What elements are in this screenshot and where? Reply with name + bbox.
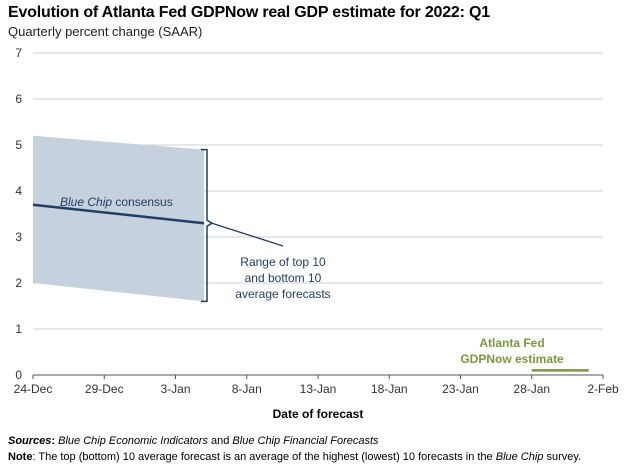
x-tick-label: 29-Dec bbox=[85, 382, 124, 396]
chart-title: Evolution of Atlanta Fed GDPNow real GDP… bbox=[8, 4, 490, 21]
y-tick-label: 0 bbox=[15, 368, 22, 382]
y-tick-label: 2 bbox=[15, 276, 22, 290]
y-tick-label: 1 bbox=[15, 322, 22, 336]
chart-subtitle: Quarterly percent change (SAAR) bbox=[8, 24, 203, 39]
chart-plot: 0 1 2 3 4 5 6 7 24-Dec 29-Dec 3-Jan 8-Jan 13-Jan 18-J… bbox=[14, 46, 619, 421]
consensus-annotation: Blue Chip consensus bbox=[60, 195, 173, 209]
range-leader-line bbox=[211, 222, 284, 247]
sources-text-1: Blue Chip Economic Indicators bbox=[58, 435, 208, 447]
x-axis-label: Date of forecast bbox=[273, 407, 364, 421]
x-tick-label: 23-Jan bbox=[442, 382, 479, 396]
x-tick-label: 28-Jan bbox=[513, 382, 550, 396]
sources-text-3: Blue Chip Financial Forecasts bbox=[232, 435, 379, 447]
x-tick-label: 13-Jan bbox=[300, 382, 337, 396]
range-annotation-line: and bottom 10 bbox=[245, 271, 322, 285]
sources-label: Sources bbox=[8, 435, 52, 447]
range-annotation-line: Range of top 10 bbox=[240, 255, 326, 269]
consensus-annotation-italic: Blue Chip bbox=[60, 195, 112, 209]
y-tick-label: 3 bbox=[15, 230, 22, 244]
x-tick-label: 3-Jan bbox=[160, 382, 190, 396]
range-annotation-line: average forecasts bbox=[235, 287, 330, 301]
y-tick-label: 4 bbox=[15, 184, 22, 198]
note-line: Note: The top (bottom) 10 average foreca… bbox=[8, 451, 581, 463]
x-tick-label: 24-Dec bbox=[14, 382, 53, 396]
x-tick-label: 8-Jan bbox=[232, 382, 262, 396]
note-label: Note bbox=[8, 451, 33, 463]
note-text-3: survey. bbox=[543, 451, 582, 463]
gdpnow-annotation-line: GDPNow estimate bbox=[460, 352, 564, 366]
y-tick-label: 6 bbox=[15, 92, 22, 106]
y-tick-label: 5 bbox=[15, 138, 22, 152]
range-band bbox=[33, 135, 204, 302]
x-tick-label: 18-Jan bbox=[371, 382, 408, 396]
consensus-line bbox=[32, 203, 205, 225]
y-tick-label: 7 bbox=[15, 46, 22, 60]
note-text-1: : The top (bottom) 10 average forecast i… bbox=[32, 451, 496, 463]
note-text-2: Blue Chip bbox=[495, 451, 544, 463]
x-tick-label: 2-Feb bbox=[587, 382, 619, 396]
sources-line: Sources: Blue Chip Economic Indicators a… bbox=[8, 435, 379, 447]
gdpnow-annotation-line: Atlanta Fed bbox=[479, 336, 544, 350]
consensus-annotation-rest: consensus bbox=[112, 195, 173, 209]
sources-text-2: and bbox=[207, 435, 233, 447]
